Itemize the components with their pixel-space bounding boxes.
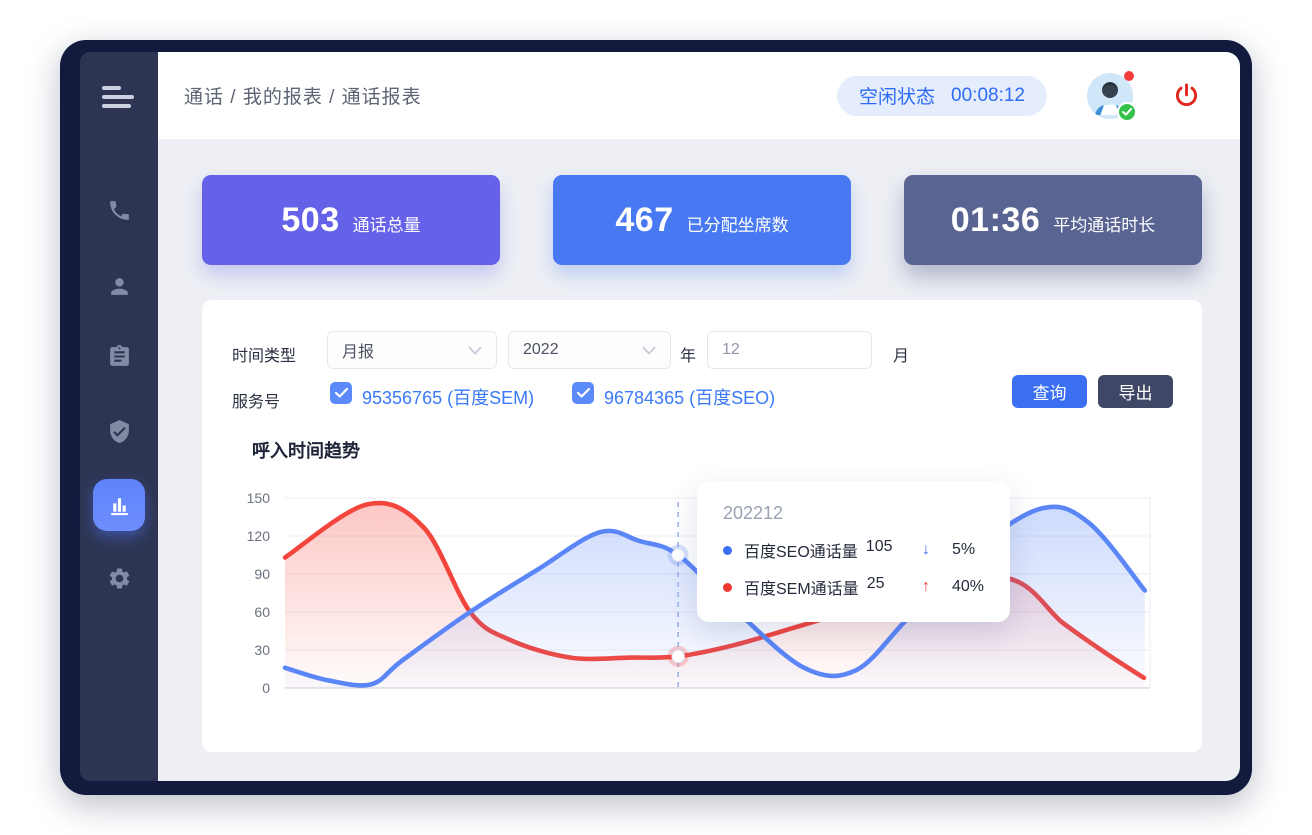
- y-axis-tick: 150: [246, 490, 270, 506]
- tooltip-trend-pct: 40%: [951, 578, 984, 595]
- notification-dot: [1124, 70, 1134, 81]
- y-axis-tick: 120: [246, 528, 270, 544]
- chart-title: 呼入时间趋势: [252, 441, 360, 461]
- stat-value: 503: [281, 200, 340, 239]
- service-number-label: 服务号: [232, 394, 281, 411]
- year-suffix-label: 年: [680, 348, 697, 365]
- y-axis: 150 120 90 60 30 0: [224, 490, 270, 698]
- tooltip-series-value: 25: [866, 575, 885, 592]
- tooltip-trend-pct: 5%: [952, 541, 976, 558]
- shield-check-icon: [109, 419, 129, 443]
- clipboard-icon: [109, 344, 129, 366]
- series-dot-red: [723, 582, 732, 592]
- stat-label: 平均通话时长: [1053, 215, 1156, 235]
- tooltip-row-sem: 百度SEM通话量 25 ↑ 40%: [723, 575, 984, 599]
- chart-tooltip: 202212 百度SEO通话量 105 ↓ 5% 百度SEM通话量: [697, 481, 1010, 622]
- check-icon: [576, 388, 590, 398]
- export-button[interactable]: 导出: [1098, 375, 1173, 408]
- y-axis-tick: 30: [254, 642, 270, 658]
- avatar[interactable]: [1087, 70, 1137, 122]
- stat-card-avg-duration: 01:36 平均通话时长: [904, 175, 1202, 265]
- query-button[interactable]: 查询: [1012, 375, 1087, 408]
- year-select[interactable]: 2022: [508, 331, 671, 369]
- tooltip-series-value: 105: [865, 538, 893, 555]
- service-checkbox-seo[interactable]: [572, 382, 594, 404]
- report-panel: 时间类型 月报 2022 年 月 服务号 95356765 (百度SEM): [202, 300, 1202, 752]
- tooltip-series-label: 百度SEM通话量: [744, 581, 859, 598]
- sidebar-item-quality[interactable]: [93, 405, 145, 457]
- stat-value: 01:36: [950, 200, 1041, 239]
- sidebar: [80, 52, 158, 781]
- agent-status-label: 空闲状态: [859, 87, 936, 108]
- phone-icon: [109, 200, 129, 220]
- breadcrumb[interactable]: 通话 / 我的报表 / 通话报表: [184, 87, 422, 108]
- online-check-badge: [1117, 101, 1137, 122]
- stat-value: 467: [615, 200, 674, 239]
- tooltip-series-label: 百度SEO通话量: [744, 544, 858, 561]
- user-icon: [110, 277, 128, 295]
- check-icon: [1122, 107, 1132, 116]
- trend-up-arrow-icon: ↑: [921, 578, 930, 595]
- chevron-down-icon: [642, 345, 656, 355]
- content-area: 503 通话总量 467 已分配坐席数 01:36 平均通话时长 时间类型 月报…: [158, 139, 1240, 781]
- sidebar-item-settings[interactable]: [93, 552, 145, 604]
- chevron-down-icon: [468, 345, 482, 355]
- stat-card-assigned-agents: 467 已分配坐席数: [553, 175, 851, 265]
- sidebar-item-tasks[interactable]: [93, 330, 145, 382]
- time-type-label: 时间类型: [232, 348, 297, 365]
- service-seo-label[interactable]: 96784365 (百度SEO): [604, 388, 776, 408]
- time-type-select[interactable]: 月报: [327, 331, 497, 369]
- y-axis-tick: 60: [254, 604, 270, 620]
- sidebar-item-agents[interactable]: [93, 260, 145, 312]
- agent-status-pill[interactable]: 空闲状态 00:08:12: [837, 75, 1047, 116]
- agent-status-timer: 00:08:12: [951, 84, 1025, 106]
- topbar-right: 空闲状态 00:08:12: [837, 52, 1200, 139]
- series-dot-blue: [723, 545, 732, 555]
- stat-label: 通话总量: [352, 215, 421, 235]
- stat-card-total-calls: 503 通话总量: [202, 175, 500, 265]
- stat-label: 已分配坐席数: [686, 215, 789, 235]
- service-sem-label[interactable]: 95356765 (百度SEM): [362, 388, 535, 408]
- menu-toggle-button[interactable]: [102, 86, 136, 110]
- sidebar-item-calls[interactable]: [93, 184, 145, 236]
- trend-down-arrow-icon: ↓: [922, 541, 930, 558]
- month-suffix-label: 月: [893, 348, 910, 365]
- bar-chart-icon: [110, 497, 128, 515]
- logout-power-button[interactable]: [1173, 82, 1200, 109]
- hamburger-icon: [102, 86, 121, 90]
- month-input[interactable]: [707, 331, 872, 369]
- gear-icon: [109, 568, 129, 588]
- y-axis-tick: 0: [262, 680, 270, 696]
- check-icon: [334, 388, 348, 398]
- app-window: 通话 / 我的报表 / 通话报表 空闲状态 00:08:12: [60, 40, 1252, 795]
- hover-marker: [671, 649, 685, 664]
- tooltip-row-seo: 百度SEO通话量 105 ↓ 5%: [723, 538, 984, 562]
- sidebar-item-reports[interactable]: [93, 479, 145, 531]
- y-axis-tick: 90: [254, 566, 270, 582]
- topbar: 通话 / 我的报表 / 通话报表 空闲状态 00:08:12: [158, 52, 1240, 139]
- service-checkbox-sem[interactable]: [330, 382, 352, 404]
- tooltip-period: 202212: [723, 503, 784, 523]
- hover-marker: [671, 548, 685, 562]
